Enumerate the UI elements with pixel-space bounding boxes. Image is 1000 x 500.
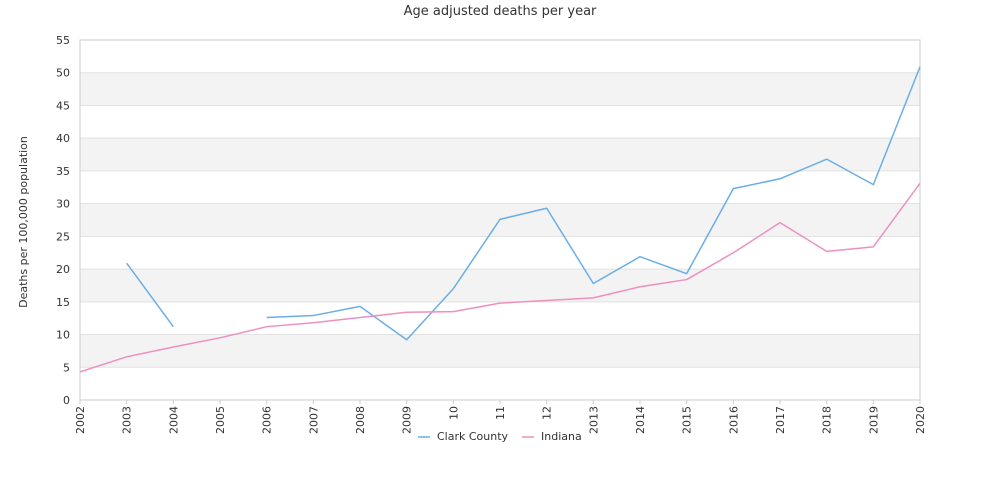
data-point-indiana: [357, 315, 363, 321]
x-tick-label: 2014: [634, 406, 647, 434]
legend-label-clark-county: Clark County: [437, 430, 509, 443]
data-point-indiana: [824, 248, 830, 254]
background-bands: [80, 72, 920, 368]
y-tick-label: 15: [56, 296, 70, 309]
y-axis-label: Deaths per 100,000 population: [17, 136, 30, 308]
grid-band: [80, 72, 920, 106]
y-tick-label: 10: [56, 329, 70, 342]
x-tick-label: 2006: [261, 406, 274, 434]
data-point-clark-county: [637, 254, 643, 260]
grid-band: [80, 334, 920, 368]
y-tick-label: 40: [56, 132, 70, 145]
y-tick-label: 25: [56, 230, 70, 243]
y-tick-label: 0: [63, 394, 70, 407]
x-tick-label: 10: [447, 406, 460, 420]
x-tick-label: 2002: [74, 406, 87, 434]
y-tick-label: 35: [56, 165, 70, 178]
x-tick-label: 12: [541, 406, 554, 420]
data-point-indiana: [264, 324, 270, 330]
data-point-clark-county: [450, 286, 456, 292]
chart-title: Age adjusted deaths per year: [404, 4, 597, 19]
data-point-clark-county: [497, 216, 503, 222]
series-lines: [77, 64, 923, 375]
x-tick-label: 2003: [121, 406, 134, 434]
data-point-indiana: [124, 354, 130, 360]
y-axis-ticks: 0 5 10 15 20 25 30 35 40 45 50 55: [56, 34, 70, 407]
data-point-clark-county: [917, 64, 923, 70]
data-point-clark-county: [404, 337, 410, 343]
data-point-indiana: [310, 320, 316, 326]
x-tick-label: 2016: [727, 406, 740, 434]
y-tick-label: 30: [56, 198, 70, 211]
data-point-indiana: [544, 298, 550, 304]
y-tick-label: 50: [56, 67, 70, 80]
y-tick-label: 5: [63, 361, 70, 374]
x-tick-label: 2005: [214, 406, 227, 434]
data-point-indiana: [777, 220, 783, 226]
data-point-indiana: [684, 277, 690, 283]
data-point-indiana: [730, 250, 736, 256]
x-tick-label: 2019: [867, 406, 880, 434]
data-point-clark-county: [777, 176, 783, 182]
data-point-clark-county: [870, 182, 876, 188]
series-line-indiana: [79, 182, 921, 373]
grid-band: [80, 138, 920, 171]
data-point-clark-county: [310, 313, 316, 319]
data-point-indiana: [917, 180, 923, 186]
x-tick-label: 2009: [401, 406, 414, 434]
grid-band: [80, 269, 920, 302]
data-point-clark-county: [824, 156, 830, 162]
data-point-clark-county: [544, 205, 550, 211]
y-tick-label: 20: [56, 263, 70, 276]
x-tick-label: 2017: [774, 406, 787, 434]
y-tick-label: 55: [56, 34, 70, 47]
data-point-indiana: [170, 344, 176, 350]
x-tick-label: 2018: [821, 406, 834, 434]
data-point-clark-county: [590, 280, 596, 286]
series-line-clark-county: [126, 66, 921, 341]
x-axis-ticks: 2002 2003 2004 2005 2006 2007 2008 2009 10 11 12 20…: [74, 400, 927, 434]
data-point-clark-county: [124, 260, 130, 266]
x-tick-label: 2015: [681, 406, 694, 434]
x-tick-label: 2008: [354, 406, 367, 434]
x-tick-label: 2020: [914, 406, 927, 434]
data-point-indiana: [450, 309, 456, 315]
data-point-indiana: [590, 295, 596, 301]
x-tick-label: 2013: [587, 406, 600, 434]
data-point-indiana: [497, 300, 503, 306]
data-point-clark-county: [730, 186, 736, 192]
data-point-indiana: [217, 335, 223, 341]
legend: Clark County Indiana: [418, 430, 582, 443]
data-point-clark-county: [357, 303, 363, 309]
x-tick-label: 2004: [167, 406, 180, 434]
legend-label-indiana: Indiana: [541, 430, 582, 443]
y-tick-label: 45: [56, 99, 70, 112]
x-tick-label: 11: [494, 406, 507, 420]
data-point-clark-county: [170, 324, 176, 330]
data-point-indiana: [404, 309, 410, 315]
data-point-indiana: [77, 369, 83, 375]
x-tick-label: 2007: [307, 406, 320, 434]
data-point-clark-county: [684, 271, 690, 277]
data-point-indiana: [870, 244, 876, 250]
data-point-indiana: [637, 284, 643, 290]
data-point-clark-county: [264, 315, 270, 321]
